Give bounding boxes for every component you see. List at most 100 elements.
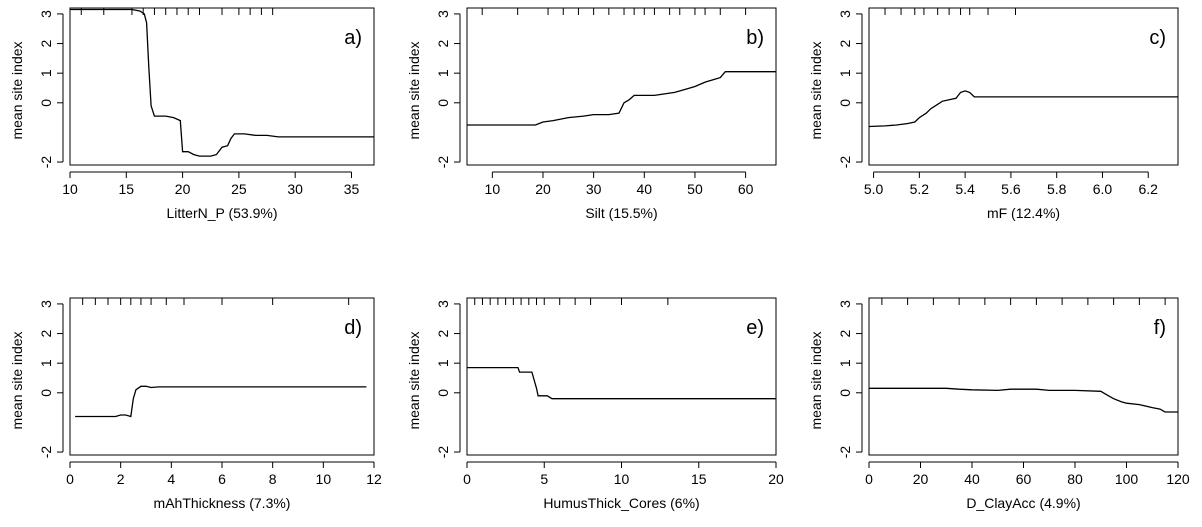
y-tick-label: 2 [435, 329, 451, 337]
y-tick-label: 1 [435, 69, 451, 77]
plot-frame [69, 297, 375, 456]
plot-frame [466, 297, 777, 456]
x-tick-label: 6.0 [1093, 181, 1113, 197]
y-tick-label: 0 [435, 99, 451, 107]
x-tick-label: 20 [535, 181, 551, 197]
x-tick-label: 5.2 [910, 181, 930, 197]
y-tick-label: 3 [38, 300, 54, 308]
y-tick-label: 2 [38, 39, 54, 47]
panel-e: 0 5 10 15 20 -2 0 1 2 3 e) HumusThick_Cores (6%) mea… [406, 297, 784, 511]
partial-dependence-line [869, 387, 1178, 413]
x-tick-label: 60 [738, 181, 754, 197]
panel-label: d) [344, 317, 362, 339]
plot-frame [868, 7, 1179, 166]
x-tick-label: 10 [485, 181, 501, 197]
y-tick-label: 0 [837, 389, 853, 397]
partial-dependence-line [70, 8, 374, 157]
x-tick-label: 6 [218, 471, 226, 487]
panel-label: b) [746, 27, 764, 49]
x-tick-label: 5.6 [1001, 181, 1021, 197]
panel-label: c) [1149, 27, 1166, 49]
x-tick-label: 6.2 [1139, 181, 1159, 197]
partial-dependence-line [467, 366, 776, 400]
y-axis-title: mean site index [9, 41, 25, 139]
plot-frame [868, 297, 1179, 456]
x-tick-label: 60 [1016, 471, 1032, 487]
x-tick-label: 0 [66, 471, 74, 487]
panel-c: 5.0 5.2 5.4 5.6 5.8 6.0 6.2 -2 0 1 2 3 c) mF (12.4%) m… [808, 7, 1179, 221]
x-axis-title: D_ClayAcc (4.9%) [966, 495, 1080, 511]
panel-label: f) [1154, 317, 1166, 339]
x-tick-label: 5.0 [864, 181, 884, 197]
y-tick-label: 1 [38, 69, 54, 77]
panel-b: 10 20 30 40 50 60 -2 0 1 2 3 b) Silt (15.5%) mean sit… [406, 7, 777, 221]
y-tick-label: -2 [38, 156, 54, 169]
x-tick-label: 10 [316, 471, 332, 487]
y-tick-label: 3 [435, 10, 451, 18]
x-tick-label: 120 [1166, 471, 1190, 487]
y-tick-label: 0 [837, 99, 853, 107]
x-tick-label: 8 [269, 471, 277, 487]
y-tick-label: 3 [435, 300, 451, 308]
x-tick-label: 5 [540, 471, 548, 487]
panel-label: a) [344, 27, 362, 49]
y-tick-label: -2 [38, 446, 54, 459]
x-axis-title: mAhThickness (7.3%) [154, 495, 291, 511]
x-tick-label: 15 [691, 471, 707, 487]
plot-frame [466, 7, 777, 166]
partial-dependence-line [75, 385, 367, 418]
x-tick-label: 15 [119, 181, 135, 197]
y-tick-label: 0 [38, 99, 54, 107]
x-tick-label: 80 [1067, 471, 1083, 487]
panel-label: e) [746, 317, 764, 339]
y-axis-title: mean site index [406, 331, 422, 429]
x-tick-label: 2 [117, 471, 125, 487]
y-tick-label: 2 [38, 329, 54, 337]
y-tick-label: 1 [38, 359, 54, 367]
x-tick-label: 25 [231, 181, 247, 197]
x-tick-label: 20 [768, 471, 784, 487]
panel-a: 10 15 20 25 30 35 -2 0 1 2 3 a) LitterN_P (53.9%) mea… [9, 7, 375, 221]
y-tick-label: 2 [837, 39, 853, 47]
partial-dependence-line [467, 71, 776, 126]
x-tick-label: 50 [687, 181, 703, 197]
x-tick-label: 20 [913, 471, 929, 487]
y-tick-label: -2 [837, 446, 853, 459]
y-tick-label: 3 [837, 300, 853, 308]
y-tick-label: 2 [435, 39, 451, 47]
partial-dependence-line [868, 90, 1178, 128]
x-tick-label: 0 [463, 471, 471, 487]
x-tick-label: 20 [175, 181, 191, 197]
x-tick-label: 30 [586, 181, 602, 197]
panel-f: 0 20 40 60 80 100 120 -2 0 1 2 3 f) D_ClayAcc (4.9%) m… [808, 297, 1190, 511]
x-tick-label: 10 [614, 471, 630, 487]
y-axis-title: mean site index [9, 331, 25, 429]
x-tick-label: 30 [287, 181, 303, 197]
y-tick-label: 2 [837, 329, 853, 337]
y-tick-label: -2 [435, 446, 451, 459]
x-axis-title: Silt (15.5%) [585, 205, 657, 221]
y-tick-label: 1 [837, 69, 853, 77]
y-tick-label: 1 [837, 359, 853, 367]
x-tick-label: 40 [637, 181, 653, 197]
y-axis-title: mean site index [808, 41, 824, 139]
y-tick-label: -2 [435, 156, 451, 169]
y-tick-label: 1 [435, 359, 451, 367]
x-tick-label: 40 [964, 471, 980, 487]
plot-frame [69, 7, 375, 166]
y-tick-label: 0 [435, 389, 451, 397]
x-tick-label: 0 [865, 471, 873, 487]
x-tick-label: 5.4 [955, 181, 975, 197]
x-tick-label: 5.8 [1047, 181, 1067, 197]
x-tick-label: 12 [366, 471, 382, 487]
x-axis-title: LitterN_P (53.9%) [166, 205, 277, 221]
y-tick-label: -2 [837, 156, 853, 169]
y-axis-title: mean site index [808, 331, 824, 429]
y-axis-title: mean site index [406, 41, 422, 139]
y-tick-label: 3 [38, 10, 54, 18]
x-axis-title: HumusThick_Cores (6%) [543, 495, 699, 511]
x-tick-label: 100 [1115, 471, 1139, 487]
x-axis-title: mF (12.4%) [987, 205, 1060, 221]
